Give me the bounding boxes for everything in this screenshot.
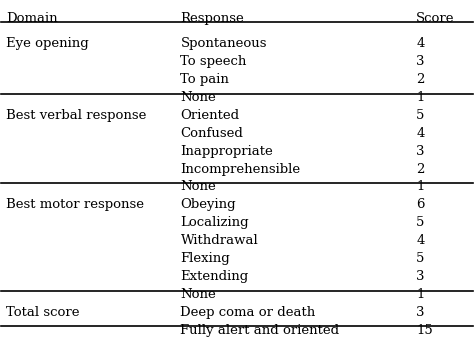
Text: None: None [181, 180, 216, 194]
Text: 6: 6 [416, 198, 425, 211]
Text: Fully alert and oriented: Fully alert and oriented [181, 324, 339, 337]
Text: To pain: To pain [181, 73, 229, 86]
Text: 4: 4 [416, 127, 424, 140]
Text: 5: 5 [416, 216, 424, 229]
Text: Inappropriate: Inappropriate [181, 145, 273, 158]
Text: Score: Score [416, 12, 455, 25]
Text: Total score: Total score [6, 306, 80, 319]
Text: Best verbal response: Best verbal response [6, 109, 146, 122]
Text: 4: 4 [416, 37, 424, 50]
Text: None: None [181, 288, 216, 301]
Text: None: None [181, 91, 216, 104]
Text: Extending: Extending [181, 270, 249, 283]
Text: Oriented: Oriented [181, 109, 239, 122]
Text: To speech: To speech [181, 55, 247, 68]
Text: Best motor response: Best motor response [6, 198, 144, 211]
Text: 1: 1 [416, 288, 424, 301]
Text: Flexing: Flexing [181, 252, 230, 265]
Text: 4: 4 [416, 234, 424, 247]
Text: 1: 1 [416, 91, 424, 104]
Text: 3: 3 [416, 55, 425, 68]
Text: Obeying: Obeying [181, 198, 236, 211]
Text: Deep coma or death: Deep coma or death [181, 306, 316, 319]
Text: 2: 2 [416, 162, 424, 176]
Text: 1: 1 [416, 180, 424, 194]
Text: 5: 5 [416, 252, 424, 265]
Text: 3: 3 [416, 145, 425, 158]
Text: Localizing: Localizing [181, 216, 249, 229]
Text: Incomprehensible: Incomprehensible [181, 162, 301, 176]
Text: Withdrawal: Withdrawal [181, 234, 258, 247]
Text: 5: 5 [416, 109, 424, 122]
Text: Confused: Confused [181, 127, 243, 140]
Text: Eye opening: Eye opening [6, 37, 89, 50]
Text: 2: 2 [416, 73, 424, 86]
Text: Spontaneous: Spontaneous [181, 37, 267, 50]
Text: Domain: Domain [6, 12, 58, 25]
Text: 3: 3 [416, 270, 425, 283]
Text: Response: Response [181, 12, 244, 25]
Text: 3: 3 [416, 306, 425, 319]
Text: 15: 15 [416, 324, 433, 337]
